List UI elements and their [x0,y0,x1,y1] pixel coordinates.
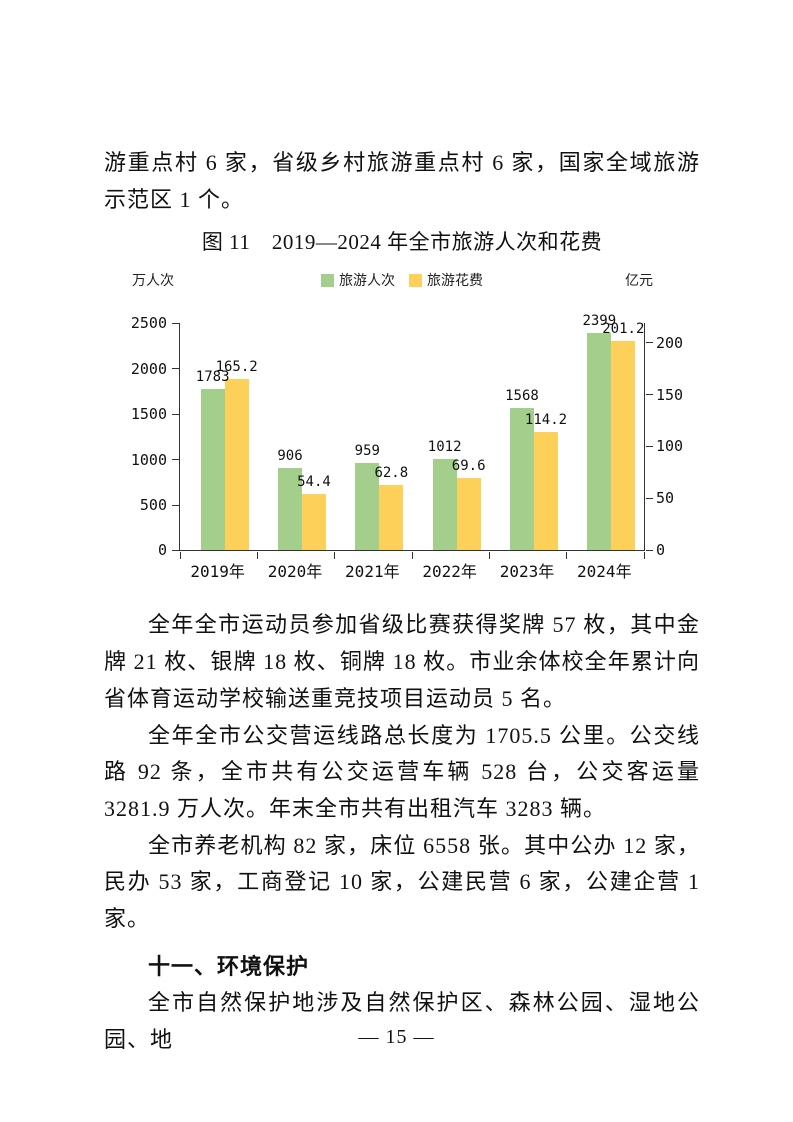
legend-label: 旅游花费 [427,273,483,290]
bar-label-visitors: 959 [354,443,380,460]
bar-group: 1568 114.2 [489,323,568,551]
tourism-bar-chart: 万人次 亿元 旅游人次 旅游花费 0 500 1000 1500 2000 2500 0 50… [104,264,700,586]
x-axis-label: 2023年 [499,562,555,582]
bar-label-visitors: 906 [277,448,303,465]
bar-group: 1783 165.2 [180,323,258,551]
bar-group: 2399 201.2 [567,313,645,551]
x-axis-label: 2019年 [190,562,245,582]
bar-spending [224,378,249,551]
paragraph-eldercare: 全市养老机构 82 家，床位 6558 张。其中公办 12 家，民办 53 家，… [104,832,700,932]
left-axis-unit-label: 万人次 [132,273,174,290]
left-axis-tick-label: 0 [157,541,167,560]
bar-group: 1012 69.6 [412,323,489,551]
bar-label-spending: 201.2 [602,321,645,338]
bar-label-spending: 62.8 [374,465,409,482]
legend-item: 旅游人次 [321,270,395,290]
bar-label-spending: 54.4 [297,473,331,490]
figure-caption: 图 11 2019—2024 年全市旅游人次和花费 [201,230,603,255]
bar-spending [301,493,326,551]
bar-label-visitors: 1783 [195,368,230,385]
right-axis-tick-label: 50 [656,489,675,508]
left-axis-tick-label: 1000 [130,450,167,469]
left-axis-tick-label: 1500 [130,405,167,424]
bar-visitors [509,408,534,551]
bar-group: 906 54.4 [257,323,334,551]
page-content: 游重点村 6 家，省级乡村旅游重点村 6 家，国家全域旅游示范区 1 个。 图 … [104,145,700,1059]
paragraph-nature-reserves: 全市自然保护地涉及自然保护区、森林公园、湿地公园、地 [104,990,700,1053]
legend-label: 旅游人次 [339,273,395,290]
legend-item: 旅游花费 [409,270,483,290]
left-axis-tick-label: 500 [139,496,167,515]
right-axis-tick-label: 200 [656,333,684,352]
bar-label-spending: 114.2 [524,411,568,428]
plot-area: 1783 165.2 906 54.4 959 62.8 1012 69.6 1568 114.2… [171,313,653,559]
legend-swatch-icon [409,273,422,287]
x-axis-label: 2022年 [422,562,477,582]
bar-visitors [432,458,457,551]
bar-spending [611,341,636,551]
bar-visitors [200,388,225,551]
bar-spending [456,478,481,551]
right-axis-unit-label: 亿元 [625,273,653,290]
left-axis-tick-label: 2000 [130,359,167,378]
bar-label-visitors: 2399 [582,312,617,329]
bar-visitors [587,332,612,551]
x-axis-label: 2021年 [345,562,400,582]
bar-group: 959 62.8 [335,323,412,551]
x-axis-label: 2024年 [577,562,632,582]
x-axis-category-labels: 2019年 2020年 2021年 2022年 2023年 2024年 [179,558,643,582]
right-axis-tick-label: 0 [656,541,666,560]
right-axis-tick-labels: 0 50 100 150 200 [651,323,700,560]
chart-legend: 旅游人次 旅游花费 [104,270,700,290]
paragraph-sports: 全年全市运动员参加省级比赛获得奖牌 57 枚，其中金牌 21 枚、银牌 18 枚… [104,612,700,711]
section-heading-environment: 十一、环境保护 [148,953,310,979]
bar-label-spending: 165.2 [215,358,258,375]
bar-label-visitors: 1012 [427,438,462,455]
bar-visitors [355,463,380,551]
bar-visitors [277,468,302,551]
legend-swatch-icon [321,273,334,287]
left-axis-tick-labels: 0 500 1000 1500 2000 2500 [104,314,173,559]
paragraph-transit: 全年全市公交营运线路总长度为 1705.5 公里。公交线路 92 条，全市共有公… [104,722,700,821]
x-axis-label: 2020年 [267,562,323,582]
continuation-paragraph: 游重点村 6 家，省级乡村旅游重点村 6 家，国家全域旅游示范区 1 个。 [104,150,700,212]
bar-label-visitors: 1568 [505,388,539,405]
page-number: — 15 — [358,1026,435,1048]
bar-label-spending: 69.6 [451,458,486,475]
right-axis-tick-label: 150 [656,385,684,404]
right-axis-tick-label: 100 [656,437,684,456]
left-axis-tick-label: 2500 [130,314,167,333]
bar-spending [379,485,404,551]
bar-spending [533,431,558,551]
